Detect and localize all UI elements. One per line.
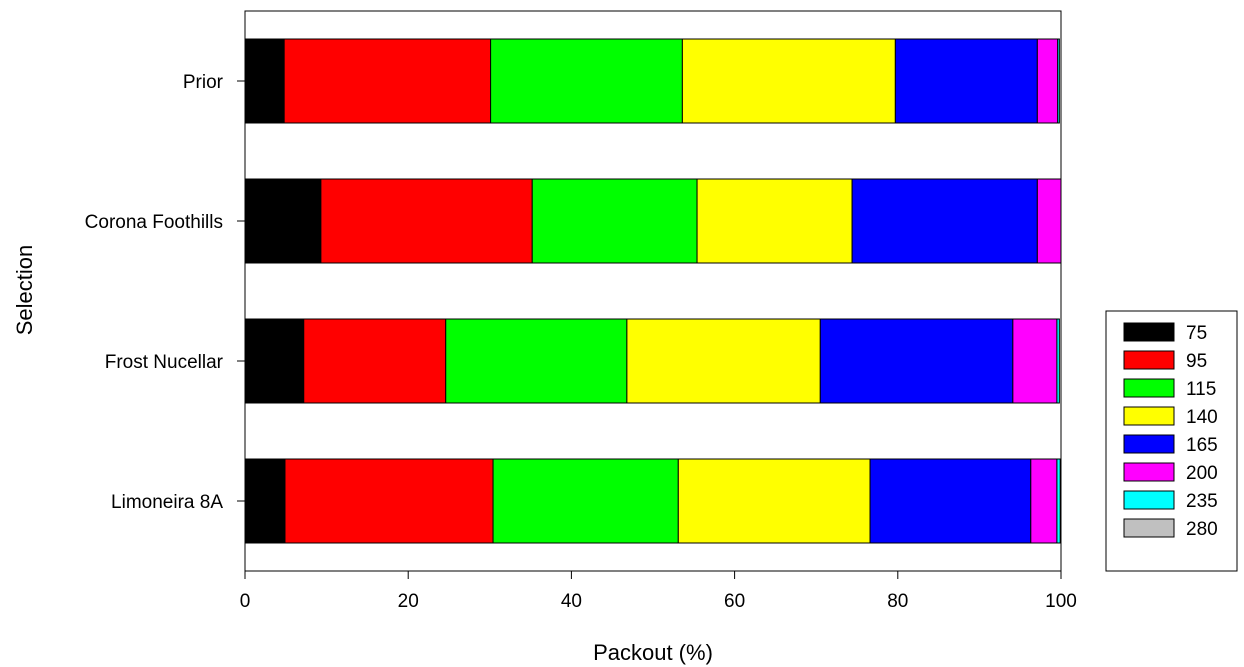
- x-tick-label: 60: [724, 591, 745, 612]
- legend-label-95: 95: [1186, 351, 1207, 372]
- legend-swatch-140: [1123, 406, 1175, 426]
- bar-segment-200-3: [1030, 458, 1058, 544]
- plot-frame: [244, 10, 1062, 572]
- legend-swatch-115: [1123, 378, 1175, 398]
- y-axis: Prior Corona Foothills Frost Nucellar Limon…: [85, 72, 245, 513]
- bar-segment-140-0: [681, 38, 896, 124]
- bar-segment-235-3: [1056, 458, 1061, 544]
- legend-swatch-95: [1123, 350, 1175, 370]
- bar-segment-95-1: [320, 178, 533, 264]
- bar-segment-140-1: [696, 178, 853, 264]
- legend-label-165: 165: [1186, 435, 1218, 456]
- bar-segment-165-0: [894, 38, 1038, 124]
- x-tick-label: 0: [240, 591, 251, 612]
- legend-swatch-280: [1123, 518, 1175, 538]
- bar-segment-75-2: [244, 318, 305, 404]
- bar-segment-115-3: [492, 458, 679, 544]
- bar-segment-140-2: [626, 318, 821, 404]
- y-tick-label: Corona Foothills: [85, 212, 223, 233]
- y-tick-label: Frost Nucellar: [105, 352, 224, 373]
- bar-segment-75-1: [244, 178, 322, 264]
- bar-segment-75-0: [244, 38, 285, 124]
- legend-label-200: 200: [1186, 463, 1218, 484]
- legend-swatch-200: [1123, 462, 1175, 482]
- bar-segment-95-2: [303, 318, 447, 404]
- legend-swatch-235: [1123, 490, 1175, 510]
- legend: 75 95 115 140 165 200 235 280: [1105, 310, 1238, 572]
- bar-segment-200-2: [1012, 318, 1058, 404]
- bar-segment-115-2: [445, 318, 628, 404]
- legend-label-140: 140: [1186, 407, 1218, 428]
- bar-segment-165-3: [869, 458, 1032, 544]
- x-tick-label: 100: [1045, 591, 1077, 612]
- bar-segment-140-3: [677, 458, 871, 544]
- legend-swatch-165: [1123, 434, 1175, 454]
- bar-segment-115-1: [531, 178, 698, 264]
- legend-label-280: 280: [1186, 519, 1218, 540]
- bar-segment-235-2: [1056, 318, 1060, 404]
- legend-label-115: 115: [1186, 379, 1216, 400]
- bar-segment-95-3: [284, 458, 494, 544]
- y-axis-label: Selection: [12, 245, 37, 336]
- x-axis: 0 20 40 60 80 100: [240, 571, 1077, 612]
- x-axis-label: Packout (%): [593, 640, 713, 665]
- x-tick-label: 40: [561, 591, 582, 612]
- x-tick-label: 80: [887, 591, 908, 612]
- y-tick-label: Limoneira 8A: [111, 492, 223, 513]
- y-tick-label: Prior: [183, 72, 224, 93]
- bar-segment-200-1: [1036, 178, 1062, 264]
- bar-segment-165-2: [819, 318, 1014, 404]
- x-tick-label: 20: [398, 591, 419, 612]
- legend-label-235: 235: [1186, 491, 1218, 512]
- legend-label-75: 75: [1186, 323, 1207, 344]
- bar-segment-235-0: [1057, 38, 1060, 124]
- bar-segment-200-0: [1036, 38, 1059, 124]
- bar-segment-115-0: [490, 38, 683, 124]
- bar-segment-75-3: [244, 458, 286, 544]
- bars: [244, 38, 1062, 544]
- legend-swatch-75: [1123, 322, 1175, 342]
- bar-segment-165-1: [851, 178, 1038, 264]
- bar-segment-95-0: [283, 38, 492, 124]
